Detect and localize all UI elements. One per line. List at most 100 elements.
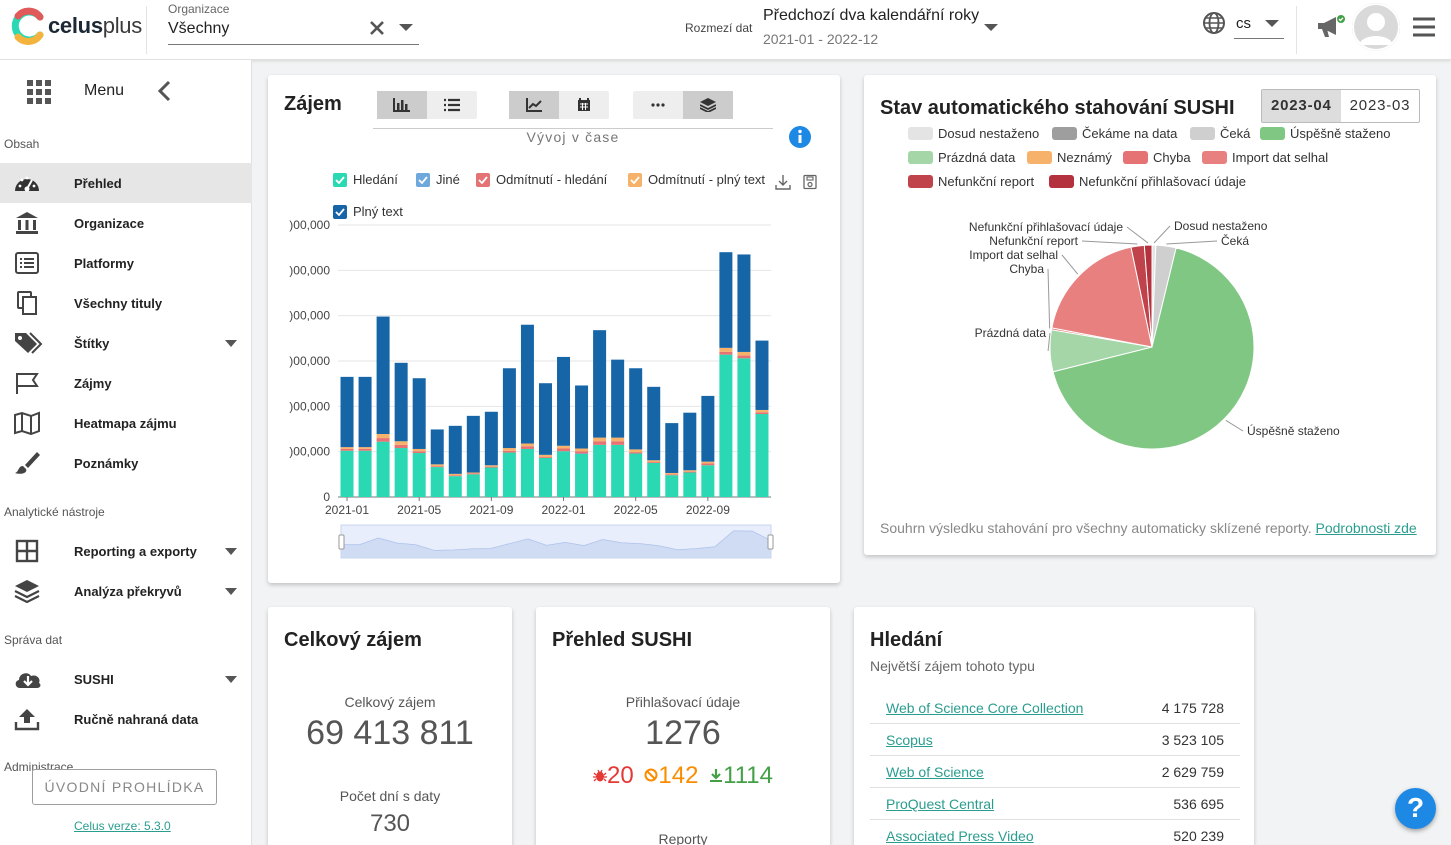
pie-label: Prázdná data (975, 326, 1047, 340)
bar-segment (340, 447, 354, 449)
ok-credentials[interactable]: 1114 (709, 762, 773, 789)
sidebar-item-label: Reporting a exporty (74, 544, 197, 559)
platform-link[interactable]: Scopus (886, 732, 933, 748)
pie-label: Import dat selhal (969, 248, 1058, 262)
legend-item-denied-search[interactable]: Odmítnutí - hledání (476, 172, 607, 187)
legend-item[interactable]: Chyba (1123, 150, 1191, 165)
sidebar-item-tags[interactable]: Štítky (0, 323, 252, 363)
chevron-down-icon[interactable] (398, 23, 414, 33)
legend-item-fulltext[interactable]: Plný text (333, 204, 403, 219)
version-link[interactable]: Celus verze: 5.3.0 (74, 819, 171, 833)
sidebar-item-platforms[interactable]: Platformy (0, 243, 252, 283)
legend-item[interactable]: Neznámý (1027, 150, 1112, 165)
bar-segment (340, 448, 354, 451)
organization-value: Všechny (168, 20, 230, 37)
sidebar-item-interests[interactable]: Zájmy (0, 363, 252, 403)
apps-grid-icon[interactable] (27, 80, 51, 104)
sidebar-item-notes[interactable]: Poznámky (0, 443, 252, 483)
legend-item[interactable]: Import dat selhal (1202, 150, 1328, 165)
sidebar-item-organizations[interactable]: Organizace (0, 203, 252, 243)
bar-segment (701, 461, 715, 464)
brush-icon (13, 451, 41, 475)
legend-item[interactable]: Prázdná data (908, 150, 1015, 165)
legend-label: Čekáme na data (1082, 126, 1178, 141)
hamburger-menu-icon[interactable] (1412, 16, 1436, 38)
pie-label: Chyba (1009, 262, 1044, 276)
legend-label: Odmítnutí - hledání (496, 172, 608, 187)
disabled-credentials[interactable]: 142 (644, 762, 698, 789)
bar-chart-button[interactable] (377, 91, 427, 119)
platform-link[interactable]: Web of Science Core Collection (886, 700, 1084, 716)
line-chart-button[interactable] (509, 91, 559, 119)
tab-month-previous[interactable]: 2023-03 (1349, 97, 1411, 114)
stack-mode-toggle (633, 91, 733, 119)
layers-icon (700, 98, 716, 112)
sidebar-item-label: Všechny tituly (74, 296, 163, 311)
calendar-button[interactable] (559, 91, 609, 119)
clear-icon[interactable] (368, 19, 386, 37)
bar-segment (358, 447, 372, 449)
legend-swatch (908, 127, 933, 140)
sidebar-item-sushi[interactable]: SUSHI (0, 659, 252, 699)
sushi-status-title: Stav automatického stahování SUSHI (880, 97, 1235, 119)
y-tick-label: )00,000 (289, 354, 330, 368)
sidebar-item-heatmap[interactable]: Heatmapa zájmu (0, 403, 252, 443)
details-link[interactable]: Podrobnosti zde (1315, 520, 1417, 536)
legend-item[interactable]: Úspěšně staženo (1260, 126, 1390, 141)
menu-label: Menu (84, 82, 125, 99)
bar-segment (430, 464, 444, 467)
legend-item-search[interactable]: Hledání (333, 172, 398, 187)
help-button[interactable]: ? (1395, 788, 1436, 829)
language-select[interactable]: cs (1234, 11, 1284, 39)
platform-link[interactable]: Associated Press Video (886, 828, 1034, 844)
legend-item[interactable]: Nefunkční report (908, 174, 1034, 189)
zoom-handle-left (338, 534, 345, 550)
sidebar-item-manual-upload[interactable]: Ručně nahraná data (0, 699, 252, 739)
legend-item[interactable]: Čekáme na data (1052, 126, 1177, 141)
celus-logo[interactable]: celusplus (10, 6, 142, 46)
bar-segment (665, 474, 679, 476)
info-icon[interactable] (788, 125, 812, 149)
table-row: Web of Science 2 629 759 (870, 756, 1240, 788)
sidebar-item-titles[interactable]: Všechny tituly (0, 283, 252, 323)
legend-item[interactable]: Čeká (1190, 126, 1250, 141)
legend-swatch (1190, 127, 1215, 140)
table-row: ProQuest Central 536 695 (870, 788, 1240, 820)
stacked-button[interactable] (683, 91, 733, 119)
more-options-button[interactable] (633, 91, 683, 119)
organization-select[interactable]: Organizace Všechny (168, 1, 419, 45)
sidebar-item-overlap[interactable]: Analýza překryvů (0, 571, 252, 611)
pie-leader-line (1225, 419, 1244, 432)
legend-swatch (1123, 151, 1148, 164)
avatar[interactable] (1352, 3, 1400, 51)
bar-segment (412, 448, 426, 452)
sidebar-item-label: Organizace (74, 216, 145, 231)
date-range-period: 2021-01 - 2022-12 (763, 31, 879, 47)
megaphone-icon[interactable] (1316, 14, 1346, 40)
bar-segment (502, 448, 516, 451)
legend-item-denied-fulltext[interactable]: Odmítnutí - plný text (628, 172, 765, 187)
table-grid-icon (13, 539, 41, 563)
tab-month-current[interactable]: 2023-04 (1262, 90, 1341, 122)
sidebar-item-reporting[interactable]: Reporting a exporty (0, 531, 252, 571)
sushi-status-card: Stav automatického stahování SUSHI 2023-… (864, 75, 1436, 555)
sidebar-item-overview[interactable]: Přehled (0, 163, 252, 203)
bar-segment (358, 448, 372, 451)
bar-segment (394, 362, 408, 442)
intro-tour-button[interactable]: ÚVODNÍ PROHLÍDKA (32, 769, 217, 805)
save-image-icon[interactable] (802, 174, 818, 190)
chevron-left-icon[interactable] (156, 80, 172, 102)
list-view-button[interactable] (427, 91, 477, 119)
bar-segment (557, 448, 571, 452)
legend-item[interactable]: Nefunkční přihlašovací údaje (1049, 174, 1246, 189)
date-range-select[interactable]: Předchozí dva kalendářní roky (763, 7, 980, 24)
broken-credentials[interactable]: 20 (593, 762, 634, 789)
bar-segment (394, 441, 408, 445)
chevron-down-icon[interactable] (983, 23, 999, 33)
celus-logo-icon (11, 7, 44, 45)
legend-item-other[interactable]: Jiné (416, 172, 460, 187)
platform-link[interactable]: ProQuest Central (886, 796, 995, 812)
legend-item[interactable]: Dosud nestaženo (908, 126, 1039, 141)
platform-link[interactable]: Web of Science (886, 764, 984, 780)
download-icon[interactable] (775, 174, 791, 190)
